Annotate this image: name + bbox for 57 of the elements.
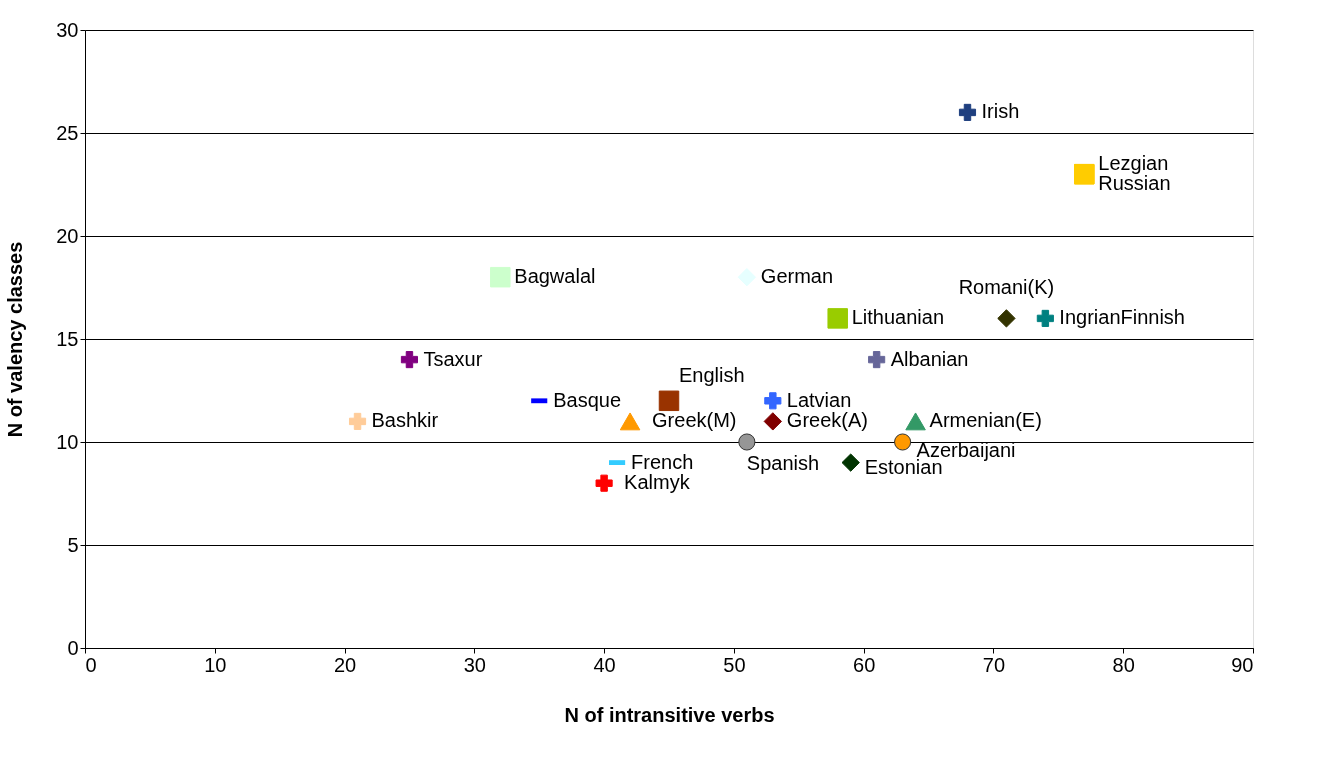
x-tick-label: 40 [593,653,616,676]
point [763,412,782,431]
x-axis-title: N of intransitive verbs [564,703,775,726]
point [738,433,756,451]
x-tick-label: 80 [1112,653,1135,676]
x-tick-label: 30 [463,653,486,676]
series-label: Spanish [746,452,820,474]
point [905,412,926,431]
y-tick-label: 5 [67,533,79,556]
point [997,309,1016,328]
point [595,474,613,492]
y-tick-label: 25 [56,121,79,144]
point [868,351,886,369]
y-axis-title: N of valency classes [4,241,27,438]
series-label: French [631,450,694,473]
series-label: Kalmyk [624,471,691,494]
series-label: IngrianFinnish [1059,306,1185,329]
point [737,268,757,287]
series-label: Albanian [890,347,969,370]
series-label: Latvian [786,388,852,411]
x-tick-label: 60 [853,653,876,676]
point [841,453,860,472]
point [1036,309,1054,327]
point [958,103,977,121]
series-label: Bagwalal [514,265,596,288]
x-tick-label: 90 [1231,653,1254,676]
x-tick-label: 20 [333,653,357,676]
point [619,412,641,431]
series-label: Armenian(E) [929,409,1042,432]
x-tick-label: 10 [204,653,227,676]
y-tick-label: 10 [56,430,79,453]
y-tick-label: 15 [56,327,79,350]
point [490,266,511,288]
series-label: Lithuanian [851,306,945,329]
series-label: Basque [553,388,622,411]
point [348,412,367,430]
series-label: Greek(M) [652,409,737,432]
point [764,392,782,410]
x-tick-label: 50 [723,653,746,676]
series-label: Irish [981,100,1020,123]
x-tick-label: 70 [982,653,1006,676]
x-tick-label: 0 [85,653,97,676]
series-label: Greek(A) [786,409,868,432]
y-tick-label: 0 [67,636,79,659]
series-label: Azerbaijani [916,439,1016,461]
y-tick-label: 20 [56,224,79,247]
point [894,433,912,451]
series-label: English [679,363,745,386]
series-label: Lezgian [1098,152,1169,175]
point [827,308,848,329]
series-label: German [760,265,834,288]
point [400,351,419,369]
point [658,390,680,412]
series-label: Romani(K) [958,276,1055,299]
series-label: Bashkir [371,409,439,432]
series-label: Tsaxur [423,347,483,370]
y-tick-label: 30 [56,18,79,41]
